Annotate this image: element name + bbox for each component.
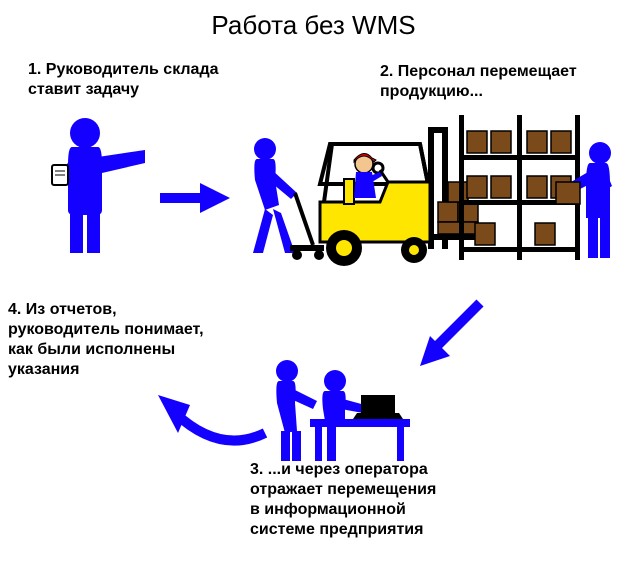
caption-step-2: 2. Персонал перемещает продукцию...	[380, 62, 610, 102]
arrow-step1-to-step2-icon	[155, 178, 235, 218]
caption-step-3: 3. ...и через оператора отражает перемещ…	[250, 460, 510, 540]
caption-step-1: 1. Руководитель склада ставит задачу	[28, 60, 248, 100]
diagram-canvas: Работа без WMS 1. Руководитель склада ст…	[0, 0, 627, 562]
manager-pointing-icon	[50, 115, 150, 255]
worker-carrying-box-icon	[560, 140, 627, 270]
operator-at-desk-icon	[265, 355, 415, 465]
arrow-step2-to-step3-icon	[400, 288, 500, 388]
caption-step-4: 4. Из отчетов, руководитель понимает, ка…	[8, 300, 238, 380]
diagram-title: Работа без WMS	[0, 10, 627, 41]
arrow-step3-to-step4-icon	[120, 375, 280, 465]
